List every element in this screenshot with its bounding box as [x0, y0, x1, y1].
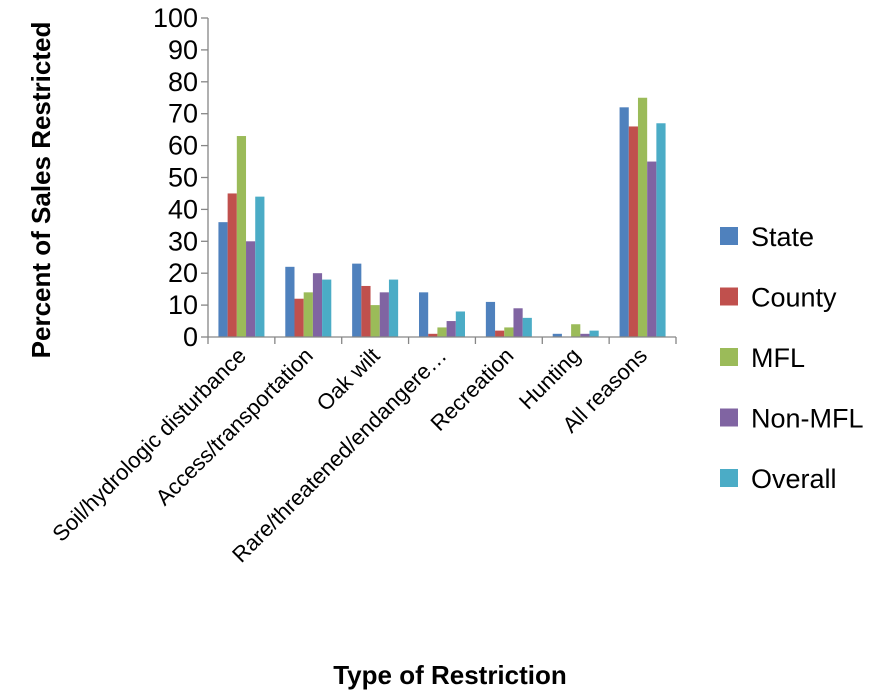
y-tick-label: 60: [168, 131, 198, 161]
bar-mfl-6: [637, 97, 648, 337]
bar-non-mfl-4: [513, 308, 523, 337]
bar-mfl-5: [571, 324, 581, 337]
bar-overall-6: [656, 123, 666, 338]
bar-overall-0: [255, 196, 265, 337]
legend-label-mfl: MFL: [751, 343, 805, 373]
bar-county-1: [294, 298, 304, 337]
bar-mfl-2: [370, 305, 380, 337]
bar-state-2: [352, 263, 362, 337]
y-tick-label: 90: [168, 35, 198, 65]
legend-label-overall: Overall: [751, 464, 837, 494]
bar-overall-3: [455, 311, 465, 337]
bar-overall-2: [388, 279, 399, 337]
y-tick-label: 50: [168, 163, 198, 193]
bar-state-4: [485, 301, 496, 337]
y-tick-label: 80: [168, 67, 198, 97]
bar-state-5: [552, 333, 562, 337]
y-tick-label: 70: [168, 99, 198, 129]
bar-mfl-1: [303, 292, 313, 337]
bar-mfl-4: [504, 327, 514, 337]
bar-county-0: [227, 193, 237, 337]
bar-non-mfl-5: [580, 333, 590, 337]
y-tick-label: 0: [183, 322, 198, 352]
y-tick-label: 100: [153, 3, 198, 33]
y-tick-label: 20: [168, 258, 198, 288]
bar-state-1: [285, 266, 295, 337]
legend-swatch-non-mfl: [720, 408, 738, 427]
y-tick-label: 10: [168, 290, 198, 320]
legend-swatch-state: [720, 227, 738, 245]
legend-label-non-mfl: Non-MFL: [751, 404, 864, 434]
legend: State County MFL Non-MFL Overall: [720, 222, 864, 494]
bar-mfl-3: [437, 327, 447, 337]
bar-overall-1: [322, 279, 332, 337]
bar-state-0: [218, 222, 228, 337]
bar-non-mfl-1: [312, 273, 323, 337]
bar-state-3: [419, 292, 429, 337]
bar-county-2: [361, 285, 371, 337]
x-axis-title: Type of Restriction: [333, 660, 567, 690]
bar-county-6: [628, 126, 638, 338]
legend-swatch-county: [720, 287, 738, 306]
bar-mfl-0: [236, 136, 247, 337]
legend-swatch-mfl: [720, 348, 738, 366]
bar-overall-4: [522, 317, 532, 337]
bar-non-mfl-3: [446, 321, 456, 337]
bar-county-4: [495, 330, 505, 337]
legend-label-county: County: [751, 283, 837, 313]
legend-swatch-overall: [720, 469, 738, 487]
bar-overall-5: [589, 330, 599, 337]
bar-state-6: [619, 107, 629, 337]
y-tick-label: 30: [168, 226, 198, 256]
bar-non-mfl-2: [379, 292, 389, 337]
y-axis-title: Percent of Sales Restricted: [26, 22, 56, 359]
legend-label-state: State: [751, 222, 814, 252]
bar-county-3: [428, 333, 438, 337]
bar-non-mfl-6: [647, 161, 657, 337]
y-tick-label: 40: [168, 194, 198, 224]
bar-non-mfl-0: [246, 241, 256, 337]
